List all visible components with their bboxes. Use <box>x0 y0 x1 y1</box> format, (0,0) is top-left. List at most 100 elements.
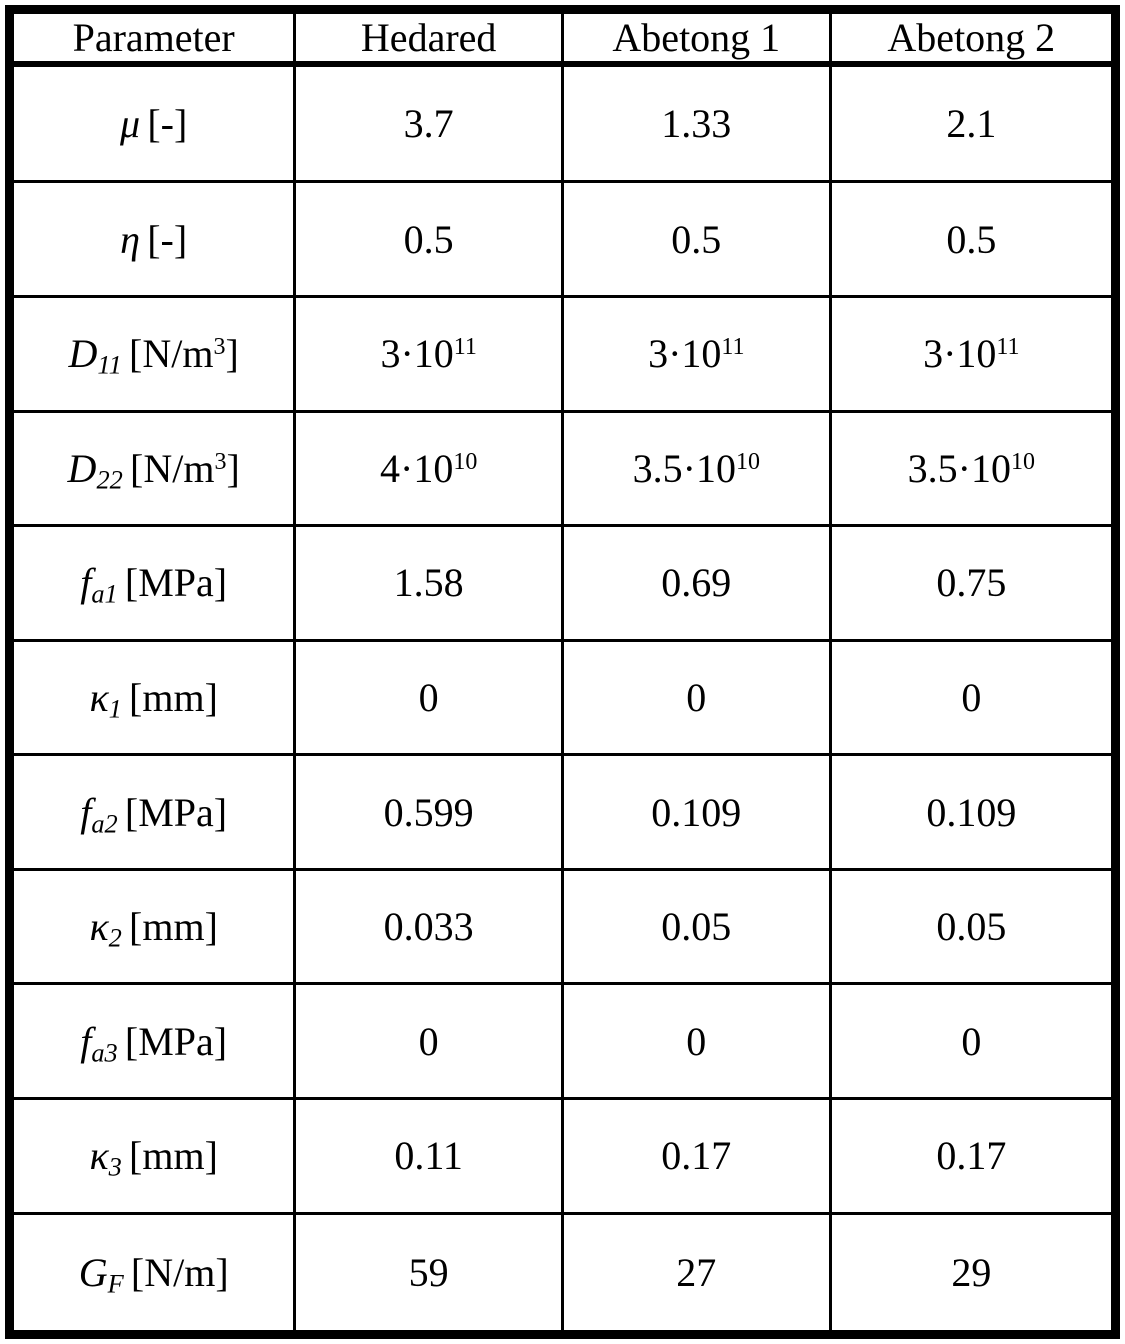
value-cell: 0.5 <box>560 180 832 299</box>
param-cell: D11 [N/m3] <box>7 295 297 413</box>
table-row: κ1 [mm] 0 0 0 <box>7 638 1118 757</box>
param-unit: [mm] <box>129 1133 218 1179</box>
param-symbol: fa3 <box>80 1018 118 1068</box>
value-exponent: 10 <box>1010 448 1035 475</box>
table-row: fa3 [MPa] 0 0 0 <box>7 982 1118 1100</box>
value-cell: 0 <box>293 982 564 1100</box>
table-body: μ [-] 3.7 1.33 2.1 η [-] 0.5 0.5 0.5 D11 [N/m3] 3·10… <box>7 62 1118 1337</box>
value-exponent: 11 <box>721 334 745 361</box>
value-cell: 0.17 <box>560 1096 832 1215</box>
table-row: GF [N/m] 59 27 29 <box>7 1211 1118 1337</box>
value-cell: 2.1 <box>828 62 1118 184</box>
value-cell: 27 <box>560 1211 832 1337</box>
param-symbol: D11 <box>68 331 122 380</box>
value-exponent: 11 <box>453 334 477 361</box>
param-unit: [-] <box>147 101 188 147</box>
param-subscript: a1 <box>91 579 118 610</box>
value-cell: 3·1011 <box>828 295 1118 413</box>
parameter-table: Parameter Hedared Abetong 1 Abetong 2 μ[… <box>5 5 1120 1339</box>
header-cell-hedared: Hedared <box>293 8 564 67</box>
param-cell: μ [-] <box>7 62 297 184</box>
param-subscript: a2 <box>91 808 118 839</box>
value-cell: 0.5 <box>293 180 564 299</box>
param-subscript: 3 <box>108 1151 122 1182</box>
value-cell: 3·1011 <box>293 295 564 413</box>
table-row: D11 [N/m3] 3·1011 3·1011 3·1011 <box>7 295 1118 413</box>
param-symbol: κ1 <box>89 675 122 724</box>
param-cell: η [-] <box>7 180 297 299</box>
header-cell-parameter: Parameter <box>7 8 297 67</box>
param-cell: GF [N/m] <box>7 1211 297 1337</box>
param-unit: [-] <box>147 216 188 262</box>
param-subscript: 11 <box>97 349 122 380</box>
param-cell: fa1 [MPa] <box>7 524 297 642</box>
value-cell: 0.05 <box>560 867 832 986</box>
param-unit: [MPa] <box>124 789 228 835</box>
table-row: κ2 [mm] 0.033 0.05 0.05 <box>7 867 1118 986</box>
param-unit: [N/m3] <box>129 331 239 377</box>
table-row: η [-] 0.5 0.5 0.5 <box>7 180 1118 299</box>
value-cell: 1.33 <box>560 62 832 184</box>
value-cell: 0.109 <box>828 753 1118 871</box>
param-symbol: κ2 <box>89 904 122 953</box>
table-row: fa2 [MPa] 0.599 0.109 0.109 <box>7 753 1118 871</box>
param-subscript: 2 <box>108 922 122 953</box>
value-cell: 59 <box>293 1211 564 1337</box>
param-subscript: F <box>107 1268 124 1299</box>
param-unit: [N/m] <box>130 1249 229 1295</box>
value-cell: 3·1011 <box>560 295 832 413</box>
param-symbol: GF <box>78 1249 124 1299</box>
value-cell: 0.5 <box>828 180 1118 299</box>
param-symbol: fa2 <box>80 789 118 839</box>
value-cell: 0.75 <box>828 524 1118 642</box>
value-cell: 0 <box>560 982 832 1100</box>
param-subscript: 1 <box>108 693 122 724</box>
value-exponent: 11 <box>996 334 1020 361</box>
value-exponent: 10 <box>735 448 760 475</box>
param-symbol: D22 <box>67 445 123 495</box>
value-cell: 0.17 <box>828 1096 1118 1215</box>
value-cell: 29 <box>828 1211 1118 1337</box>
param-unit: [mm] <box>129 904 218 950</box>
param-cell: κ3 [mm] <box>7 1096 297 1215</box>
value-cell: 4·1010 <box>293 409 564 528</box>
param-symbol: fa1 <box>80 560 118 610</box>
param-unit: [N/m3] <box>130 445 240 491</box>
param-cell: D22 [N/m3] <box>7 409 297 528</box>
param-cell: κ1 [mm] <box>7 638 297 757</box>
value-cell: 0.69 <box>560 524 832 642</box>
value-cell: 0.05 <box>828 867 1118 986</box>
param-unit: [MPa] <box>124 1018 228 1064</box>
value-cell: 0.11 <box>293 1096 564 1215</box>
header-row: Parameter Hedared Abetong 1 Abetong 2 <box>7 8 1118 67</box>
value-cell: 0 <box>560 638 832 757</box>
value-cell: 1.58 <box>293 524 564 642</box>
unit-superscript: 3 <box>213 334 226 361</box>
param-cell: fa3 [MPa] <box>7 982 297 1100</box>
value-cell: 3.7 <box>293 62 564 184</box>
value-exponent: 10 <box>453 448 478 475</box>
header-cell-abetong-2: Abetong 2 <box>828 8 1118 67</box>
table-row: μ [-] 3.7 1.33 2.1 <box>7 62 1118 184</box>
value-cell: 0.599 <box>293 753 564 871</box>
param-symbol: μ <box>120 101 141 147</box>
param-cell: fa2 [MPa] <box>7 753 297 871</box>
param-subscript: a3 <box>91 1037 118 1068</box>
param-cell: κ2 [mm] <box>7 867 297 986</box>
value-cell: 0 <box>293 638 564 757</box>
value-cell: 3.5·1010 <box>828 409 1118 528</box>
param-subscript: 22 <box>96 464 123 495</box>
value-cell: 0.109 <box>560 753 832 871</box>
param-symbol: η <box>120 216 141 262</box>
param-unit: [MPa] <box>124 560 228 606</box>
param-symbol: κ3 <box>89 1133 122 1182</box>
unit-superscript: 3 <box>214 448 227 475</box>
value-cell: 3.5·1010 <box>560 409 832 528</box>
value-cell: 0.033 <box>293 867 564 986</box>
table-row: κ3 [mm] 0.11 0.17 0.17 <box>7 1096 1118 1215</box>
value-cell: 0 <box>828 982 1118 1100</box>
header-cell-abetong-1: Abetong 1 <box>560 8 832 67</box>
table-row: fa1 [MPa] 1.58 0.69 0.75 <box>7 524 1118 642</box>
value-cell: 0 <box>828 638 1118 757</box>
